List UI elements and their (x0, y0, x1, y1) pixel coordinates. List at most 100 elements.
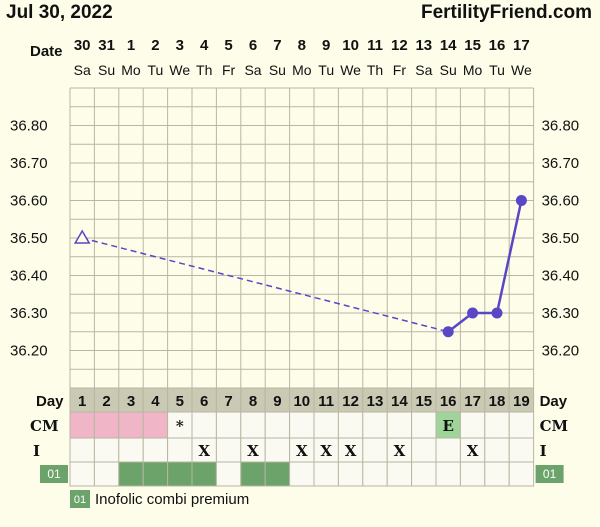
y-tick-label-left: 36.20 (10, 343, 48, 360)
data-point (442, 326, 454, 338)
cm-cell (118, 411, 144, 439)
intercourse-cell (508, 437, 535, 463)
weekday-label: We (340, 62, 361, 78)
medication-cell (215, 461, 242, 487)
med-badge-left-text: 01 (47, 467, 61, 481)
cycle-day-number: 14 (391, 393, 408, 410)
line-segment (495, 200, 523, 314)
y-tick-label-left: 36.70 (10, 155, 48, 172)
intercourse-cell (69, 437, 95, 463)
weekday-label: Su (98, 62, 115, 78)
intercourse-mark: X (198, 442, 210, 460)
cm-cell (313, 411, 339, 439)
cycle-day-number: 6 (200, 393, 208, 410)
date-number: 4 (200, 37, 209, 54)
cycle-day-number: 2 (102, 393, 110, 410)
day-cell (337, 387, 364, 413)
y-tick-label-right: 36.50 (542, 230, 580, 247)
intercourse-cell (362, 437, 388, 463)
weekday-label: Su (269, 62, 286, 78)
cycle-day-number: 11 (318, 393, 334, 410)
intercourse-mark: X (320, 442, 332, 460)
weekday-label: We (169, 62, 190, 78)
cm-cell (411, 411, 437, 439)
date-number: 16 (489, 37, 506, 54)
y-tick-label-left: 36.50 (10, 230, 48, 247)
med-badge-right (535, 465, 564, 483)
medication-cell (240, 461, 266, 487)
weekday-label: Fr (393, 62, 407, 78)
data-point-open (73, 229, 91, 244)
cycle-day-number: 8 (249, 393, 257, 410)
cm-cell (93, 411, 120, 439)
weekday-label: Tu (147, 62, 163, 78)
y-tick-label-right: 36.60 (542, 193, 580, 210)
medication-cell (337, 461, 364, 487)
date-number: 15 (464, 37, 481, 54)
y-tick-label-left: 36.80 (10, 118, 48, 135)
cm-symbol: E (442, 417, 453, 435)
intercourse-cell (215, 437, 242, 463)
day-cell (93, 387, 120, 413)
medication-cell (191, 461, 217, 487)
medication-cell (459, 461, 486, 487)
weekday-label: Sa (244, 62, 261, 78)
intercourse-cell (167, 437, 193, 463)
medication-cell (264, 461, 291, 487)
date-row-label: Date (30, 43, 63, 60)
data-point (515, 195, 527, 206)
cycle-day-number: 19 (513, 393, 530, 410)
y-tick-label-left: 36.30 (10, 305, 48, 322)
data-point (467, 307, 479, 319)
cycle-day-number: 3 (127, 393, 135, 410)
data-point (491, 307, 503, 319)
date-number: 6 (249, 37, 257, 54)
intercourse-cell (484, 437, 510, 463)
cm-cell (386, 411, 413, 439)
legend-swatch-text: 01 (74, 494, 86, 506)
cycle-day-number: 7 (224, 393, 232, 410)
date-number: 30 (74, 37, 91, 54)
y-tick-label-right: 36.70 (542, 155, 580, 172)
day-cell (289, 387, 315, 413)
cycle-day-number: 9 (273, 393, 281, 410)
intercourse-mark: X (247, 442, 259, 460)
medication-cell (435, 461, 461, 487)
cm-cell (459, 411, 486, 439)
cm-cell (191, 411, 217, 439)
cycle-day-number: 13 (367, 393, 384, 410)
cm-cell (142, 411, 169, 439)
intercourse-cell (93, 437, 120, 463)
cm-row-label-left: CM (30, 417, 59, 435)
cm-cell (240, 411, 266, 439)
cm-cell (264, 411, 291, 439)
cycle-day-number: 12 (342, 393, 359, 410)
cycle-day-number: 16 (440, 393, 457, 410)
cm-cell (508, 411, 535, 439)
medication-cell (411, 461, 437, 487)
date-number: 5 (224, 37, 232, 54)
y-tick-label-right: 36.80 (542, 118, 580, 135)
day-cell (508, 387, 535, 413)
intercourse-mark: X (467, 442, 479, 460)
date-number: 13 (415, 37, 432, 54)
intercourse-mark: X (296, 442, 308, 460)
medication-cell (313, 461, 339, 487)
legend-swatch (70, 490, 90, 508)
med-badge-left (40, 465, 68, 483)
day-cell (362, 387, 388, 413)
weekday-label: Sa (415, 62, 432, 78)
weekday-label: Th (367, 62, 383, 78)
y-tick-label-right: 36.30 (542, 305, 580, 322)
medication-cell (118, 461, 144, 487)
date-number: 3 (176, 37, 184, 54)
intercourse-mark: X (394, 442, 406, 460)
weekday-label: Fr (222, 62, 236, 78)
date-number: 7 (273, 37, 281, 54)
weekday-label: We (511, 62, 532, 78)
legend-label: Inofolic combi premium (95, 491, 249, 508)
intercourse-cell (264, 437, 291, 463)
intercourse-cell (411, 437, 437, 463)
